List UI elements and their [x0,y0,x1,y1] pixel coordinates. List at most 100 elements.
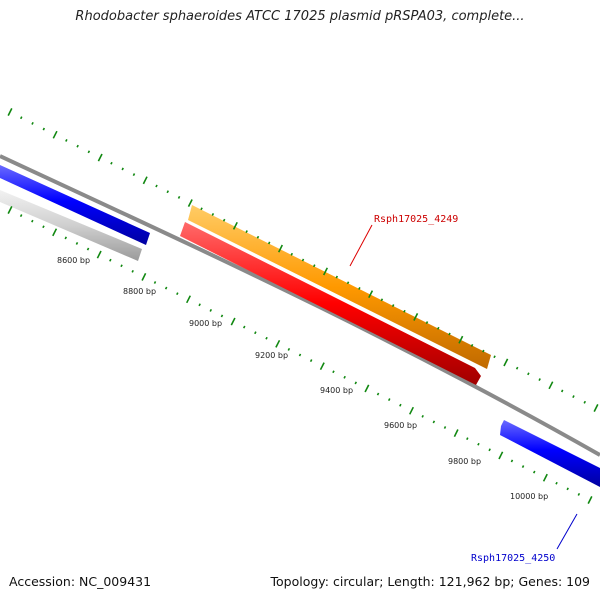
tick-mark [425,321,429,325]
tick-mark [164,286,168,290]
tick-mark [97,153,103,162]
tick-mark [560,389,564,393]
tick-mark [572,395,575,399]
tick-mark [120,264,123,268]
tick-mark [121,167,124,171]
tick-mark [7,108,13,116]
tick-mark [187,199,193,207]
tick-mark [391,304,395,307]
tick-mark [319,362,325,371]
tick-mark [448,332,451,336]
tick-mark [176,292,179,296]
tick-mark [577,492,581,496]
tick-mark [287,347,291,351]
tick-mark [265,336,268,340]
tick-mark [515,366,519,370]
tick-mark [470,343,474,347]
tick-mark [566,487,569,491]
tick-mark [153,281,157,284]
tick-mark [548,381,554,390]
tick-mark [52,130,58,139]
tick-mark [555,481,558,485]
feature-grey-left [0,190,142,261]
feature-orange [188,205,491,369]
tick-mark [593,404,599,412]
tick-mark [230,317,236,326]
tick-mark [185,295,192,304]
tick-mark [75,242,79,245]
tick-mark [86,247,90,251]
tick-mark [421,414,424,418]
tick-mark [542,473,548,482]
tick-mark [458,335,464,344]
gene-label-rsph17025-4250[interactable]: Rsph17025_4250 [471,553,555,564]
tick-mark [298,353,302,357]
tick-mark [76,144,79,148]
tick-mark [87,150,91,154]
tick-mark [335,275,339,279]
backbone-track [0,154,600,457]
tick-mark [368,290,374,299]
tick-mark [155,184,158,188]
tick-mark [65,139,68,142]
bp-label: 9000 bp [189,319,222,328]
feature-blue-left [0,165,150,245]
topology-text: Topology: circular; Length: 121,962 bp; … [270,574,591,589]
tick-mark [42,127,46,131]
tick-mark [346,281,350,285]
tick-mark [408,406,415,415]
tick-mark [109,258,112,262]
tick-mark [354,381,358,385]
tick-mark [387,398,391,402]
tick-mark [141,272,147,281]
bp-label: 9200 bp [255,351,288,360]
tick-mark [96,250,102,259]
tick-mark [290,252,294,256]
bp-label: 9400 bp [320,386,353,395]
tick-mark [358,287,361,290]
tick-mark [312,264,316,268]
tick-mark [142,176,148,185]
tick-mark [31,219,34,223]
tick-mark [538,378,541,381]
tick-mark [403,309,406,313]
tick-mark [587,496,593,504]
tick-mark [436,326,440,330]
tick-mark [527,372,530,376]
tick-mark [432,420,436,424]
tick-mark [42,225,45,229]
tick-mark [301,258,305,262]
tick-mark [493,355,496,359]
tick-mark [277,244,284,253]
tick-mark [380,298,384,302]
tick-mark [242,325,246,329]
tick-mark [19,116,23,120]
tick-mark [443,426,447,429]
tick-mark [166,190,170,194]
tick-mark [232,221,238,230]
tick-mark [332,370,335,374]
tick-mark [376,392,380,396]
tick-mark [7,206,13,214]
tick-mark [245,230,248,233]
tick-mark [322,267,329,276]
tick-mark [198,303,201,307]
feature-blue-right [500,420,600,487]
tick-mark [498,451,504,460]
map-title: Rhodobacter sphaeroides ATCC 17025 plasm… [75,9,525,24]
tick-mark [453,429,459,438]
bp-label: 10000 bp [510,492,548,501]
tick-mark [343,375,346,379]
tick-mark [132,173,136,177]
gene-callout-line-4250 [556,513,578,550]
gene-label-rsph17025-4249[interactable]: Rsph17025_4249 [374,214,458,225]
tick-mark [503,358,509,367]
tick-mark [256,235,260,239]
tick-mark [254,331,257,335]
accession-text: Accession: NC_009431 [9,574,152,589]
tick-mark [64,236,68,240]
tick-mark [309,359,313,363]
gene-callout-line-4249 [349,224,373,267]
tick-mark [583,400,587,404]
tick-mark [477,442,480,446]
